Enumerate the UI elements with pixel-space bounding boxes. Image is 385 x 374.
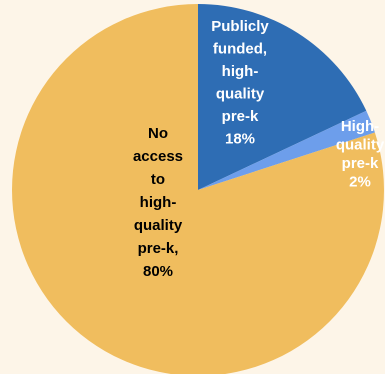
slice-label-line: pre-k xyxy=(222,108,259,125)
slice-label-line: 18% xyxy=(225,131,255,148)
slice-label-line: access xyxy=(133,148,183,165)
slice-label-line: quality xyxy=(216,86,265,103)
slice-label-line: pre-k, xyxy=(138,240,179,257)
slice-label-line: High- xyxy=(341,118,379,135)
pie-slice-0 xyxy=(198,4,367,190)
slice-label-1: High-quality pre-k 2% xyxy=(336,118,385,191)
pie-slice-1 xyxy=(198,110,375,190)
slice-label-2: No access to high-quality pre-k, 80% xyxy=(133,125,183,280)
pie-slice-2 xyxy=(12,4,384,374)
slice-label-line: to xyxy=(151,171,165,188)
slice-label-line: 80% xyxy=(143,263,173,280)
slice-label-0: Publicly funded, high-quality pre-k 18% xyxy=(211,18,269,148)
slice-label-line: funded, xyxy=(213,41,267,58)
slice-label-line: quality xyxy=(134,217,183,234)
slice-label-line: Publicly xyxy=(211,18,269,35)
slice-label-line: pre-k xyxy=(342,155,379,172)
slice-label-line: No xyxy=(148,125,168,142)
slice-label-line: high- xyxy=(222,63,259,80)
slice-label-line: high- xyxy=(140,194,177,211)
slice-label-line: 2% xyxy=(349,174,371,191)
slice-label-line: quality xyxy=(336,137,385,154)
